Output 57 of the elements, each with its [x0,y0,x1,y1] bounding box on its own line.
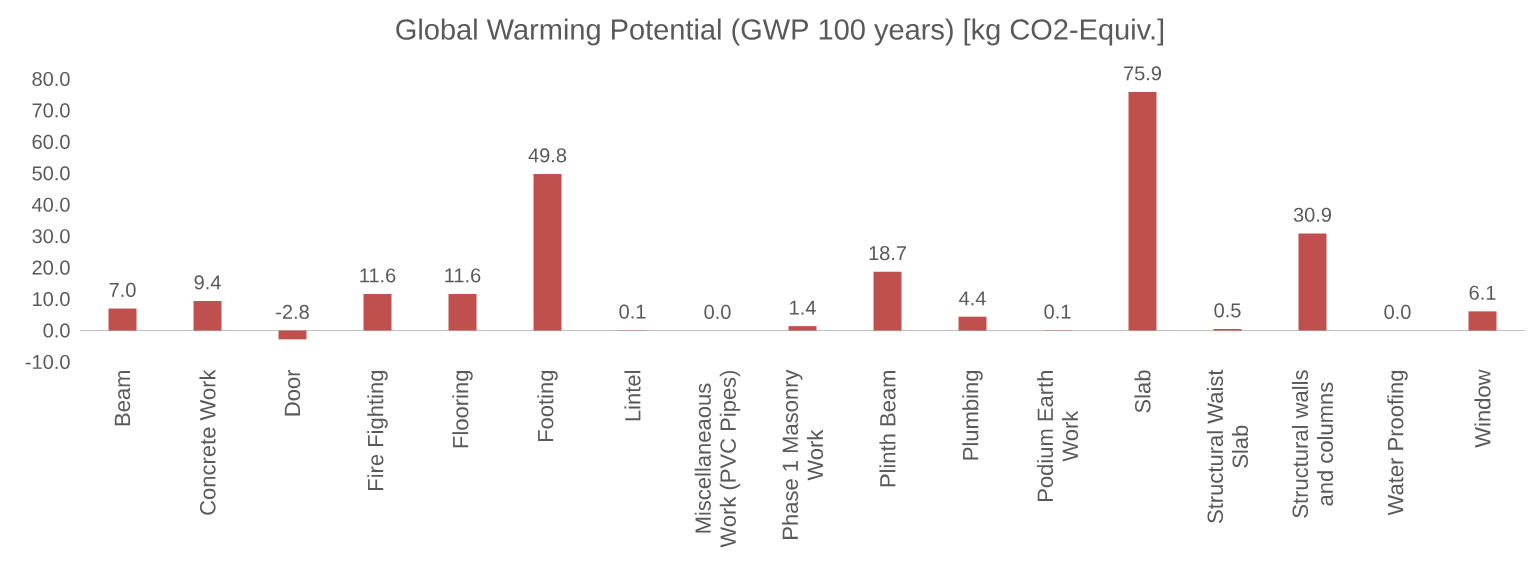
x-tick-label: Concrete Work [199,369,216,515]
data-label: 0.0 [1384,304,1411,320]
x-tick-label: Podium Earth Work [1036,370,1079,502]
y-tick-label: -10.0 [25,354,70,370]
bar [958,316,987,331]
y-tick-label: 10.0 [33,292,70,307]
y-tick-label: 20.0 [32,260,70,275]
data-label: 49.8 [528,148,567,163]
data-label: -2.8 [276,304,309,320]
data-label: 75.9 [1124,66,1162,81]
x-tick-label: Lintel [624,371,641,421]
x-tick-label: Beam [114,370,131,426]
bar [788,326,817,331]
bar [1298,233,1327,331]
x-tick-label: Door [284,369,301,416]
bar [873,271,902,331]
x-tick-label: Window [1474,369,1491,448]
y-tick-label: 40.0 [32,197,70,212]
x-tick-label: Footing [537,370,558,442]
data-label: 4.4 [959,291,986,306]
x-tick-label: Fire Fighting [367,370,388,490]
x-tick-label: Phase 1 Masonry Work [781,369,824,539]
bar [533,173,562,331]
data-label: 0.5 [1214,303,1241,318]
data-label: 30.9 [1293,207,1332,222]
y-tick-label: 50.0 [32,166,70,181]
data-label: 18.7 [869,246,906,261]
data-label: 11.6 [445,268,481,283]
y-tick-label: 0.0 [43,323,70,338]
x-tick-label: Slab [1134,370,1151,413]
data-label: 7.0 [109,282,136,297]
data-label: 6.1 [1469,285,1496,300]
y-tick-label: 80.0 [32,71,70,87]
x-tick-label: Plinth Beam [879,371,896,487]
data-label: 11.6 [360,268,396,283]
data-label: 9.4 [194,275,221,290]
data-label: 0.1 [619,304,646,319]
data-label: 1.4 [790,300,816,315]
x-tick-label: Miscellaneaous Work (PVC Pipes) [694,370,741,548]
data-label: 0.0 [704,304,731,320]
x-tick-label: Flooring [452,370,473,448]
x-tick-label: Structural walls and columns [1291,370,1334,518]
y-tick-label: 30.0 [32,229,70,244]
bar [193,300,222,331]
chart-title: Global Warming Potential (GWP 100 years) [kg CO2-Equiv.] [396,18,1164,46]
bar [278,330,307,340]
x-tick-label: Water Proofing [1387,370,1408,516]
bar [448,294,477,331]
y-tick-label: 60.0 [32,134,70,149]
x-tick-label: Structural Waist Slab [1206,369,1249,523]
bar [1128,91,1157,331]
bar [1468,311,1497,331]
bar [363,294,392,331]
bar [108,308,137,331]
x-tick-label: Plumbing [962,370,983,460]
data-label: 0.1 [1044,304,1071,319]
y-tick-label: 70.0 [32,103,70,118]
